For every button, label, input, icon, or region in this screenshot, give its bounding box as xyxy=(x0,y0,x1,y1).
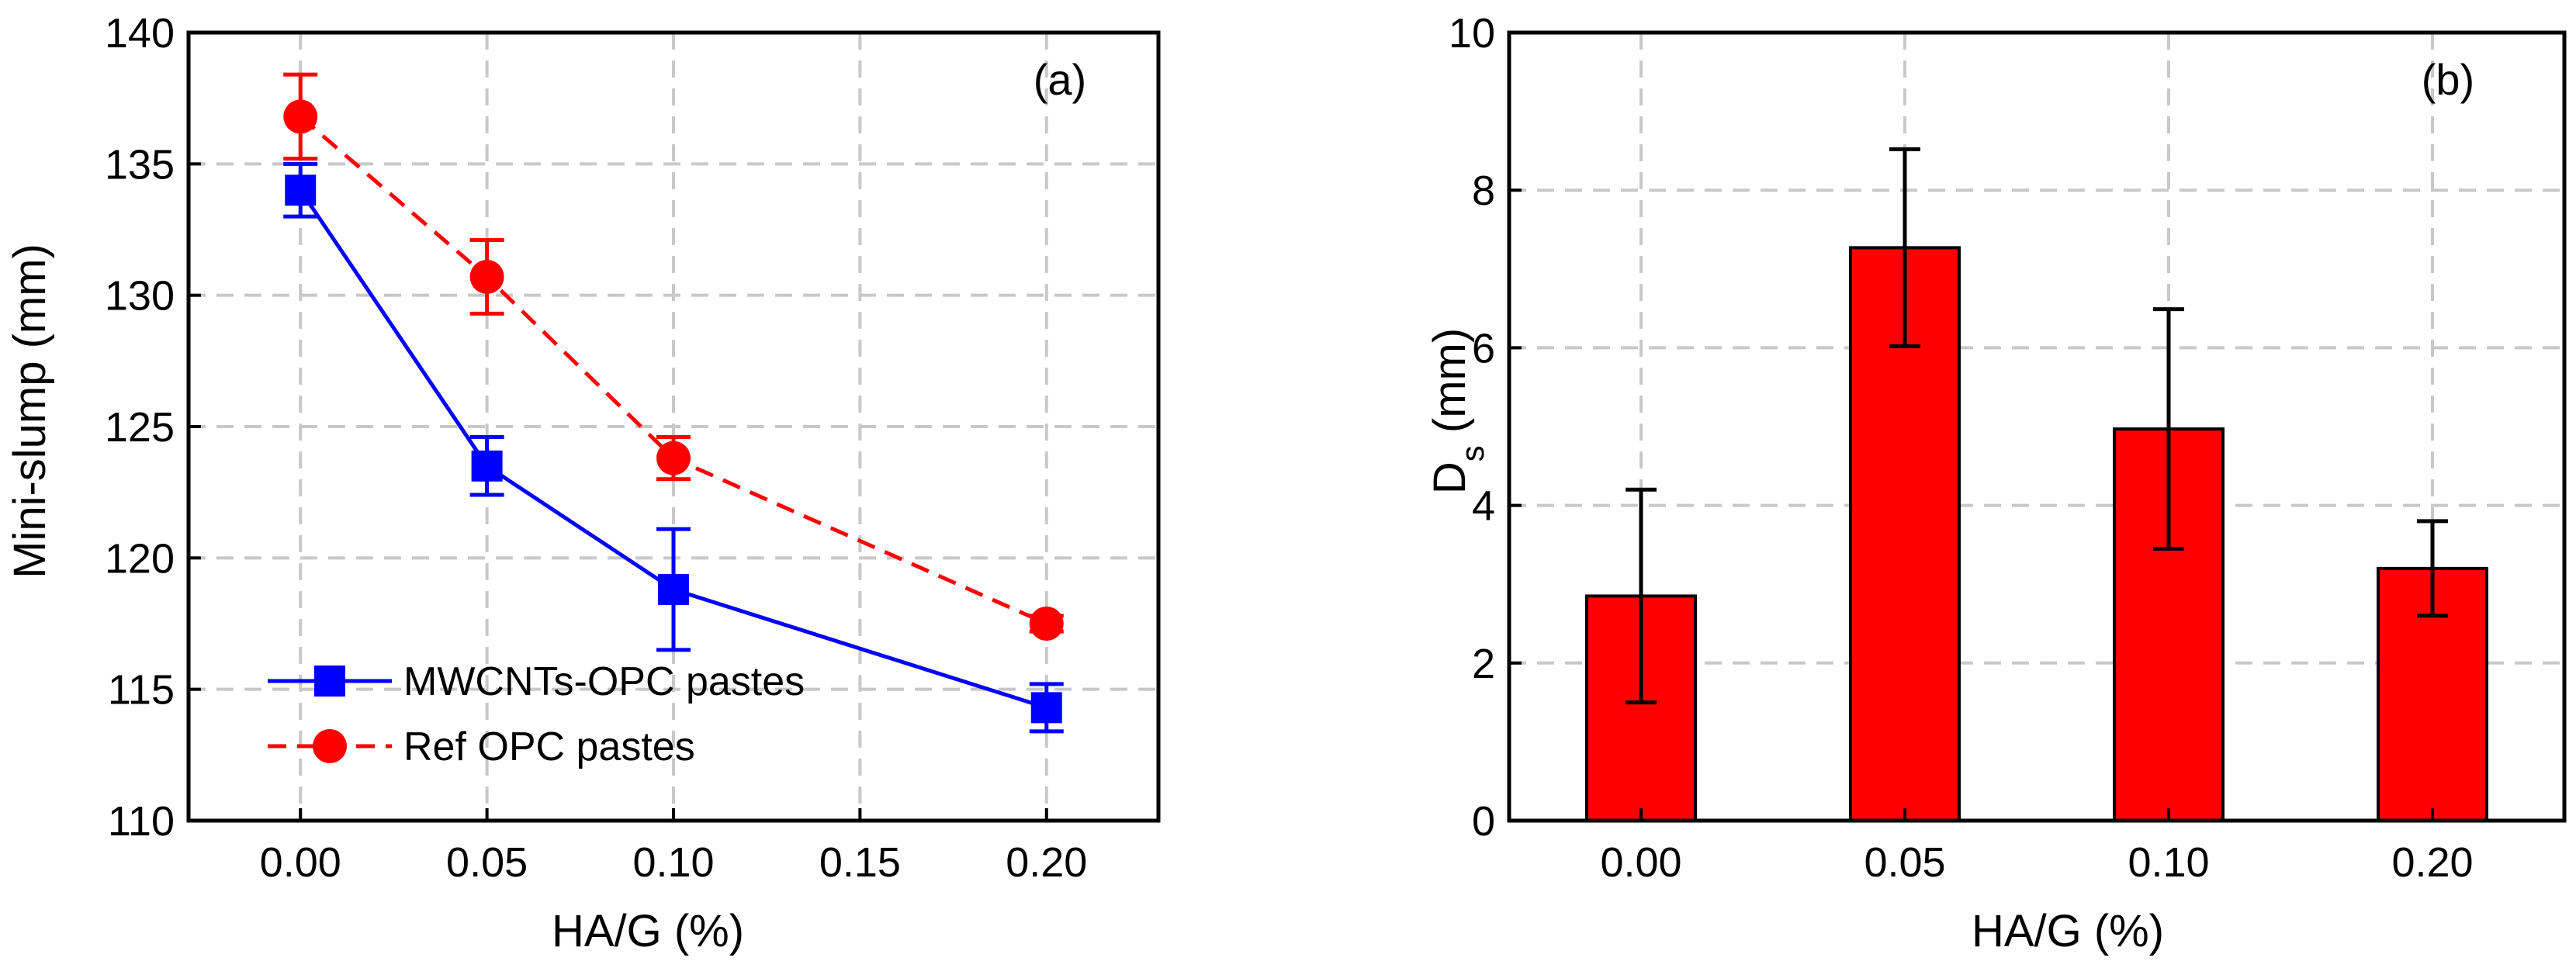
data-point-circle xyxy=(469,259,504,294)
data-point-square xyxy=(1030,692,1062,724)
panel-b-plot-frame xyxy=(1507,30,2567,823)
legend-marker-circle xyxy=(313,729,347,763)
panel-a-ticks: 0.00 0.05 0.10 0.15 0.20 110 115 120 125 130 135 14… xyxy=(105,10,1087,886)
data-point-square xyxy=(471,450,503,482)
legend-marker-square xyxy=(314,666,345,697)
panel-a-y-tick-label: 115 xyxy=(108,667,175,714)
data-point-circle xyxy=(1029,607,1064,641)
panel-b-ds-bar-chart: 0 2 4 6 8 10 0.00 0.05 0.10 0.20 (b) HA/G (%) Ds … xyxy=(1425,10,2567,956)
panel-a-y-tick-label: 125 xyxy=(105,404,175,451)
panel-a-y-tick-label: 140 xyxy=(105,10,175,57)
panel-b-y-axis-title-main: D xyxy=(1425,462,1475,494)
data-point-square xyxy=(658,573,689,605)
panel-b-y-tick-label: 8 xyxy=(1472,168,1495,214)
panel-a-x-tick-label: 0.00 xyxy=(260,839,341,886)
panel-a-x-tick-label: 0.05 xyxy=(446,839,528,886)
panel-b-x-tick-label: 0.00 xyxy=(1600,839,1681,886)
panel-a-series xyxy=(283,72,1064,734)
panel-b-y-tick-label: 10 xyxy=(1449,10,1495,57)
panel-a-y-tick-label: 135 xyxy=(105,141,175,188)
series-line-mwcnts-opc xyxy=(299,188,1047,710)
data-point-circle xyxy=(656,441,691,475)
panel-a-x-tick-label: 0.15 xyxy=(819,839,901,886)
panel-b-y-tick-label: 6 xyxy=(1472,325,1495,372)
panel-b-y-tick-label: 4 xyxy=(1472,483,1495,530)
panel-a-y-tick-label: 110 xyxy=(108,798,175,845)
panel-a-legend: MWCNTs-OPC pastes Ref OPC pastes xyxy=(268,659,805,769)
panel-b-y-axis-title: Ds (mm) xyxy=(1425,328,1491,494)
series-line-ref-opc xyxy=(299,115,1047,626)
legend-label: MWCNTs-OPC pastes xyxy=(403,659,805,704)
panel-b-label: (b) xyxy=(2422,55,2474,104)
panel-a-y-axis-title: Mini-slump (mm) xyxy=(5,244,55,579)
legend-label: Ref OPC pastes xyxy=(403,724,695,769)
panel-a-label: (a) xyxy=(1034,55,1086,104)
panel-b-x-tick-label: 0.20 xyxy=(2391,839,2473,886)
panel-a-x-tick-label: 0.20 xyxy=(1006,839,1087,886)
panel-b-ticks: 0 2 4 6 8 10 0.00 0.05 0.10 0.20 xyxy=(1449,10,2474,886)
data-point-circle xyxy=(283,99,318,134)
panel-b-x-tick-label: 0.05 xyxy=(1864,839,1945,886)
panel-a-x-axis-title: HA/G (%) xyxy=(552,906,744,956)
panel-b-x-axis-title: HA/G (%) xyxy=(1972,906,2164,956)
panel-b-bars xyxy=(1585,147,2488,823)
panel-a-mini-slump-chart: 0.00 0.05 0.10 0.15 0.20 110 115 120 125 130 135 14… xyxy=(5,10,1161,956)
panel-b-y-axis-title-sub: s xyxy=(1454,445,1491,462)
data-point-square xyxy=(285,175,317,206)
panel-a-x-tick-label: 0.10 xyxy=(632,839,714,886)
panel-b-y-axis-title-unit: (mm) xyxy=(1425,328,1475,445)
panel-b-y-tick-label: 0 xyxy=(1472,798,1495,845)
panel-a-y-tick-label: 130 xyxy=(105,273,175,320)
panel-b-x-tick-label: 0.10 xyxy=(2128,839,2209,886)
panel-b-y-tick-label: 2 xyxy=(1472,641,1495,687)
panel-a-y-tick-label: 120 xyxy=(105,535,175,582)
